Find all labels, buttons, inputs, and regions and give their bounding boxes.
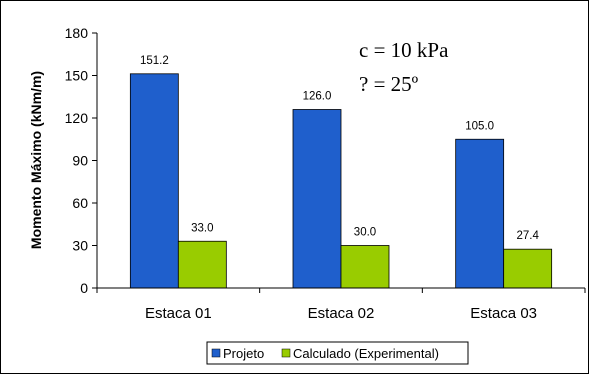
y-tick-label: 180	[65, 25, 89, 41]
x-category-label: Estaca 03	[470, 305, 537, 322]
y-tick-label: 120	[65, 110, 89, 126]
y-tick-label: 30	[72, 238, 88, 254]
y-tick-label: 90	[72, 153, 88, 169]
annotation-cohesion: c = 10 kPa	[359, 38, 449, 62]
bar-projeto	[129, 73, 179, 289]
bar-calculado	[340, 245, 390, 289]
y-tick-label: 150	[65, 68, 89, 84]
bar-projeto	[292, 109, 342, 289]
data-label: 105.0	[465, 120, 494, 132]
legend: Projeto Calculado (Experimental)	[206, 341, 469, 365]
legend-swatch-calculado	[281, 348, 291, 358]
legend-swatch-projeto	[211, 348, 221, 358]
bar-projeto	[455, 138, 505, 289]
data-label: 27.4	[516, 230, 539, 242]
y-tick-label: 0	[80, 280, 88, 296]
annotation-friction-angle: ? = 25º	[359, 72, 419, 96]
data-label: 33.0	[191, 222, 213, 234]
x-category-label: Estaca 02	[308, 305, 375, 322]
x-category-label: Estaca 01	[145, 305, 212, 322]
data-label: 151.2	[140, 55, 169, 67]
y-axis-label: Momento Máximo (kNm/m)	[28, 71, 44, 249]
bar-calculado	[503, 248, 553, 289]
data-label: 126.0	[303, 91, 332, 103]
legend-label-calculado: Calculado (Experimental)	[293, 346, 439, 361]
data-label: 30.0	[354, 227, 376, 239]
y-tick-label: 60	[72, 195, 88, 211]
legend-label-projeto: Projeto	[223, 346, 264, 361]
bar-calculado	[177, 240, 227, 289]
legend-box	[206, 341, 469, 365]
